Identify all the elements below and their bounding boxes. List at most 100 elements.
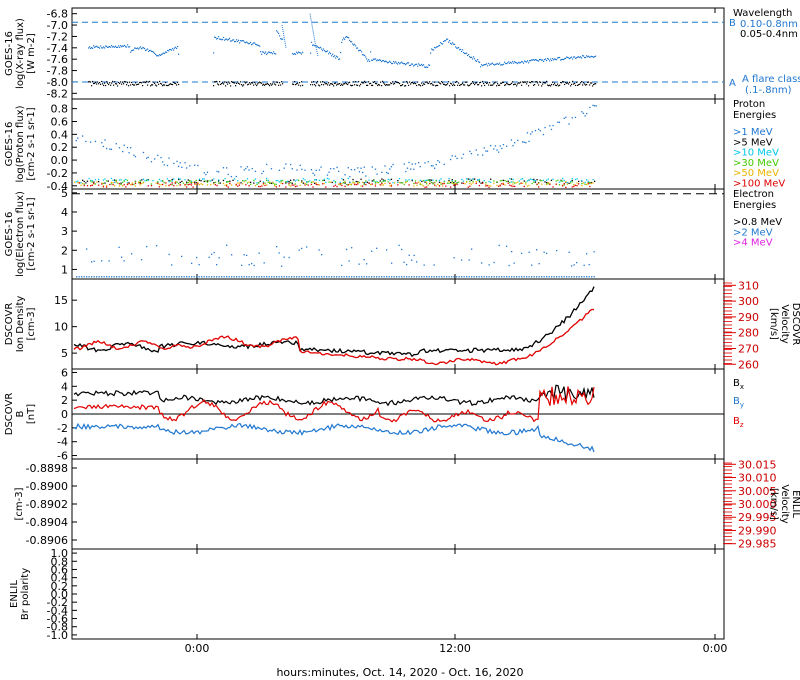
xray-short-point — [523, 81, 525, 84]
proton-point — [546, 181, 548, 184]
proton-point — [189, 165, 191, 167]
y-tick-label: -7.6 — [47, 53, 68, 66]
xray-long-point — [436, 46, 438, 48]
xray-short-point — [98, 83, 100, 85]
electron-point — [208, 276, 210, 278]
electron-point — [351, 276, 353, 278]
proton-point — [317, 183, 319, 186]
proton-point — [570, 182, 572, 184]
xray-short-point — [281, 81, 283, 83]
xray-short-point — [553, 84, 555, 86]
xray-long-point — [525, 60, 527, 63]
proton-point — [256, 182, 258, 184]
proton-point — [365, 175, 367, 177]
proton-point — [269, 182, 271, 184]
xray-short-point — [169, 83, 171, 85]
proton-point — [326, 177, 329, 180]
xray-short-point — [337, 83, 339, 85]
xray-long-point — [452, 42, 454, 44]
electron-point — [373, 276, 375, 278]
proton-point — [539, 180, 541, 182]
y-tick-label: -0.8898 — [26, 462, 68, 475]
proton-point — [114, 179, 116, 181]
xray-short-point — [530, 82, 532, 84]
proton-point — [189, 181, 191, 183]
xray-long-point — [473, 56, 475, 58]
xray-long-point — [409, 64, 411, 67]
proton-point — [307, 184, 309, 186]
proton-point — [373, 180, 375, 182]
velocity-series — [73, 308, 595, 366]
xray-long-point — [261, 53, 263, 55]
xray-long-point — [431, 48, 433, 50]
electron-point — [146, 245, 148, 248]
proton-point — [328, 181, 330, 183]
y-tick-label: -0.8 — [47, 621, 68, 634]
xray-short-point — [265, 83, 267, 85]
xray-short-point — [334, 82, 336, 84]
xray-long-point — [333, 56, 335, 58]
electron-point — [196, 276, 198, 278]
electron-point — [243, 276, 245, 278]
xray-long-point — [229, 37, 231, 40]
xray-long-point — [152, 51, 154, 53]
proton-point — [158, 178, 161, 181]
proton-point — [270, 168, 273, 170]
proton-point — [357, 183, 359, 185]
proton-point — [533, 181, 535, 183]
electron-point — [306, 276, 308, 278]
proton-point — [219, 182, 221, 184]
proton-point — [277, 179, 279, 182]
y-tick-label: 0.4 — [51, 572, 69, 585]
right-tick-label: 30.010 — [738, 472, 777, 485]
proton-point — [549, 182, 551, 185]
legend-entry: >5 MeV — [733, 137, 773, 148]
xray-long-point — [147, 48, 149, 50]
xray-short-point — [555, 84, 557, 86]
proton-point — [344, 182, 346, 184]
electron-point — [341, 264, 343, 267]
xray-short-point — [300, 85, 302, 87]
proton-point — [214, 184, 217, 186]
panel-7: -1.0-0.8-0.6-0.4-0.20.00.20.40.60.81.0EN… — [9, 547, 725, 642]
xray-short-point — [315, 85, 317, 87]
proton-point — [166, 164, 169, 167]
xray-long-point — [550, 58, 552, 60]
proton-point — [312, 172, 314, 174]
xray-short-point — [161, 83, 163, 85]
proton-point — [254, 184, 257, 187]
xray-long-point — [589, 56, 591, 58]
xray-long-point — [485, 63, 487, 66]
proton-point — [272, 182, 274, 185]
xray-long-point — [93, 45, 95, 47]
xray-short-point — [331, 83, 333, 85]
proton-point — [435, 163, 437, 166]
electron-point — [546, 276, 548, 278]
proton-point — [248, 169, 250, 171]
xray-short-point — [313, 81, 315, 83]
xray-long-point — [300, 52, 302, 54]
xray-short-point — [584, 83, 586, 85]
electron-point — [171, 276, 173, 278]
xray-short-point — [471, 82, 473, 84]
xray-long-point — [427, 66, 429, 68]
electron-point — [436, 276, 438, 278]
xray-long-point — [296, 51, 298, 53]
xray-long-point — [588, 55, 590, 57]
electron-point — [343, 276, 345, 278]
xray-short-point — [592, 85, 594, 87]
xray-long-point — [240, 40, 242, 42]
xray-long-point — [445, 40, 447, 42]
xray-long-point — [451, 43, 453, 45]
xray-short-point — [422, 84, 424, 86]
xray-short-point — [335, 82, 337, 84]
xray-short-point — [346, 83, 348, 85]
xray-long-point — [366, 58, 368, 60]
xray-short-point — [158, 83, 160, 85]
proton-point — [488, 180, 490, 183]
xray-long-point — [131, 50, 133, 52]
electron-point — [358, 276, 360, 278]
xray-long-point — [573, 56, 575, 58]
xray-long-point — [348, 37, 350, 39]
proton-point — [331, 181, 333, 184]
